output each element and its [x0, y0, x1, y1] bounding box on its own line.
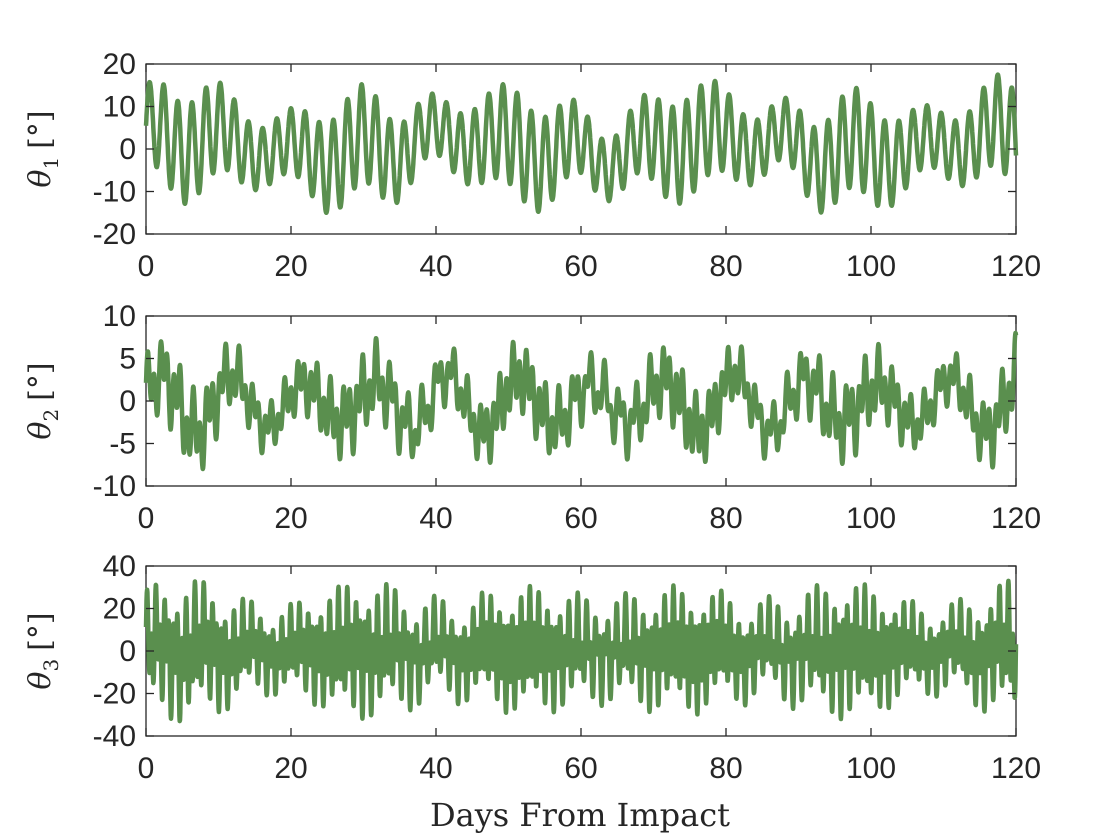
subplot-1: 0 20 40 60 80 100 120 -20 -10 0 10 20 θ1 [°]	[23, 48, 1041, 283]
y-tick-label: -20	[93, 218, 136, 251]
y-tick-label: -10	[93, 470, 136, 503]
x-tick-label: 80	[709, 752, 742, 785]
y-tick-label: -10	[93, 176, 136, 209]
y-axis-symbol: θ	[23, 422, 58, 440]
y-axis-unit: [°]	[23, 110, 58, 148]
x-tick-label: 120	[991, 752, 1041, 785]
y-axis-label: θ1 [°]	[23, 110, 63, 187]
y-tick-label: 20	[103, 48, 136, 81]
y-axis-subscript: 3	[39, 659, 63, 672]
x-tick-label: 120	[991, 250, 1041, 283]
x-tick-label: 60	[564, 752, 597, 785]
x-tick-label: 0	[138, 752, 155, 785]
x-tick-label: 80	[709, 250, 742, 283]
x-tick-label: 40	[419, 752, 452, 785]
y-tick-label: -20	[93, 678, 136, 711]
x-tick-label: 20	[274, 752, 307, 785]
x-axis-label: Days From Impact	[430, 796, 730, 834]
series-line	[143, 72, 1019, 216]
x-tick-label: 40	[419, 502, 452, 535]
y-tick-label: 0	[119, 635, 136, 668]
y-tick-label: -5	[109, 428, 136, 461]
x-tick-label: 20	[274, 502, 307, 535]
x-tick-label: 120	[991, 502, 1041, 535]
x-tick-label: 100	[846, 250, 896, 283]
y-tick-label: 10	[103, 300, 136, 333]
x-tick-label: 60	[564, 502, 597, 535]
y-axis-subscript: 1	[39, 157, 63, 170]
y-axis-label: θ3 [°]	[23, 612, 63, 689]
subplot-2: 0 20 40 60 80 100 120 -10 -5 0 5 10 θ2 [°]	[23, 300, 1041, 535]
x-tick-label: 100	[846, 752, 896, 785]
y-tick-label: 10	[103, 91, 136, 124]
x-tick-label: 20	[274, 250, 307, 283]
x-tick-label: 0	[138, 250, 155, 283]
x-tick-label: 60	[564, 250, 597, 283]
subplot-3: 0 20 40 60 80 100 120 -40 -20 0 20 40 θ3 [°]	[23, 550, 1041, 785]
x-tick-label: 80	[709, 502, 742, 535]
y-axis-unit: [°]	[23, 612, 58, 650]
y-axis-symbol: θ	[23, 672, 58, 690]
series-line	[143, 330, 1019, 472]
x-tick-label: 100	[846, 502, 896, 535]
y-axis-label: θ2 [°]	[23, 362, 63, 439]
y-tick-label: 40	[103, 550, 136, 583]
y-axis-subscript: 2	[39, 409, 63, 422]
x-tick-label: 0	[138, 502, 155, 535]
y-tick-label: 0	[119, 133, 136, 166]
x-tick-label: 40	[419, 250, 452, 283]
y-axis-unit: [°]	[23, 362, 58, 400]
y-tick-label: 0	[119, 385, 136, 418]
y-axis-symbol: θ	[23, 170, 58, 188]
y-tick-label: -40	[93, 720, 136, 753]
y-tick-label: 5	[119, 343, 136, 376]
series-line	[143, 578, 1019, 724]
axes-box	[145, 63, 1017, 235]
y-tick-label: 20	[103, 593, 136, 626]
